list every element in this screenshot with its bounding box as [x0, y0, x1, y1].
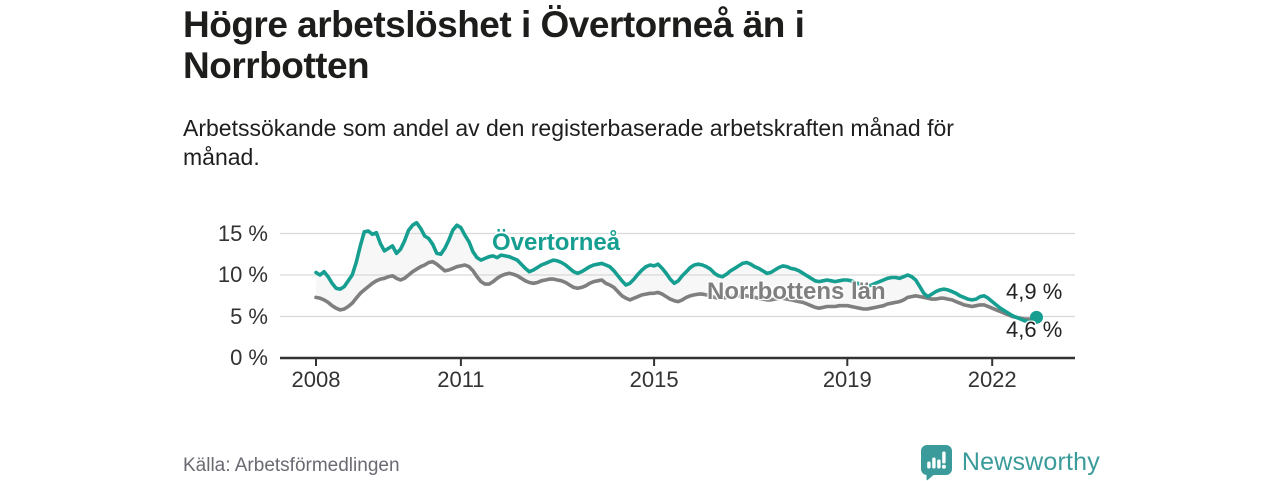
newsworthy-wordmark: Newsworthy	[962, 448, 1100, 477]
x-tick-label: 2015	[618, 367, 690, 393]
y-tick-label: 0 %	[180, 345, 268, 371]
end-value-label-norrbotten: 4,6 %	[1006, 317, 1062, 343]
x-tick-label: 2022	[956, 367, 1028, 393]
line-overtornea	[316, 223, 1037, 323]
y-tick-label: 10 %	[180, 262, 268, 288]
source-credit: Källa: Arbetsförmedlingen	[183, 455, 400, 477]
end-value-label-overtornea: 4,9 %	[1006, 279, 1062, 305]
x-tick-label: 2011	[425, 367, 497, 393]
line-chart: 15 % 10 % 5 % 0 % 2008 2011 2015 2019 2022 Övert…	[180, 205, 1110, 405]
chart-subtitle: Arbetssökande som andel av den registerb…	[183, 114, 1003, 173]
newsworthy-logo[interactable]: Newsworthy	[920, 443, 1100, 481]
newsworthy-chart-bubble-icon	[920, 444, 953, 481]
series-label-norrbotten: Norrbottens län	[707, 278, 886, 306]
x-tick-label: 2008	[280, 367, 352, 393]
series-label-overtornea: Övertorneå	[492, 229, 620, 257]
page-title: Högre arbetslöshet i Övertorneå än i Nor…	[183, 4, 983, 87]
y-tick-label: 15 %	[180, 221, 268, 247]
x-tick-label: 2019	[811, 367, 883, 393]
y-tick-label: 5 %	[180, 304, 268, 330]
